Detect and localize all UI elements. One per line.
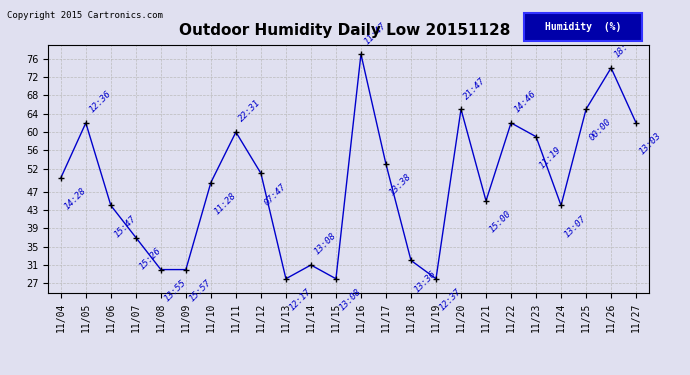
Text: 12:36: 12:36: [87, 89, 112, 115]
Text: 13:36: 13:36: [412, 268, 437, 294]
Text: 13:08: 13:08: [312, 231, 337, 257]
Text: 15:00: 15:00: [487, 209, 513, 234]
Text: 14:28: 14:28: [62, 186, 88, 211]
Text: 13:03: 13:03: [638, 131, 662, 156]
Text: 13:08: 13:08: [337, 287, 362, 312]
Text: 12:37: 12:37: [437, 287, 462, 312]
Text: 11:28: 11:28: [212, 191, 237, 216]
Text: 12:17: 12:17: [287, 287, 313, 312]
Text: 00:00: 00:00: [587, 117, 613, 143]
Text: 15:47: 15:47: [112, 214, 137, 239]
Text: 13:07: 13:07: [562, 214, 588, 239]
Text: 11:47: 11:47: [362, 21, 388, 46]
Text: Outdoor Humidity Daily Low 20151128: Outdoor Humidity Daily Low 20151128: [179, 22, 511, 38]
Text: 13:38: 13:38: [387, 172, 413, 198]
Text: 11:19: 11:19: [538, 145, 562, 170]
Text: 14:46: 14:46: [512, 89, 538, 115]
Text: 22:31: 22:31: [237, 99, 262, 124]
Text: 18:: 18:: [612, 42, 630, 60]
Text: 15:26: 15:26: [137, 246, 162, 271]
Text: 15:57: 15:57: [187, 278, 213, 303]
Text: 21:47: 21:47: [462, 75, 488, 101]
Text: Humidity  (%): Humidity (%): [545, 22, 621, 32]
Text: 13:55: 13:55: [162, 278, 188, 303]
Text: 07:47: 07:47: [262, 182, 288, 207]
Text: Copyright 2015 Cartronics.com: Copyright 2015 Cartronics.com: [7, 11, 163, 20]
